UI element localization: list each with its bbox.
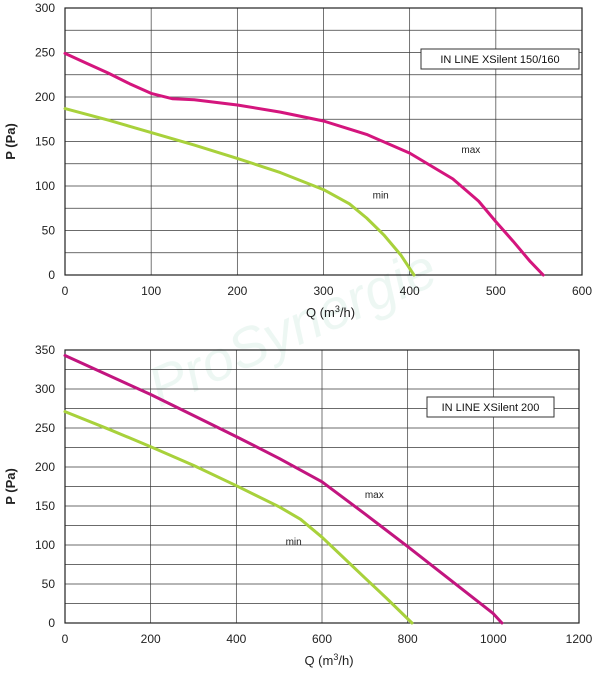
y-tick-label: 50 xyxy=(42,577,56,591)
legend-box xyxy=(426,396,555,418)
x-tick-label: 500 xyxy=(486,284,506,298)
y-tick-label: 250 xyxy=(35,46,55,60)
chart-1: 0 100 200 300 400 500 600 0 50 100 150 200 250 300 Q (… xyxy=(3,1,592,320)
y-axis-label: P (Pa) xyxy=(3,468,18,505)
y-tick-label: 300 xyxy=(35,382,55,396)
x-tick-label: 800 xyxy=(398,632,418,646)
grid xyxy=(64,7,583,276)
y-tick-label: 100 xyxy=(35,179,55,193)
series-line-min xyxy=(63,410,414,625)
x-tick-label: 200 xyxy=(227,284,247,298)
y-tick-label: 150 xyxy=(35,499,55,513)
y-axis-label: P (Pa) xyxy=(3,123,18,160)
series-label-max: max xyxy=(365,490,384,501)
x-tick-label: 200 xyxy=(141,632,161,646)
x-tick-label: 1200 xyxy=(566,632,593,646)
plot-frame xyxy=(64,7,583,276)
x-axis-label: Q (m3/h) xyxy=(306,304,355,320)
series-label-min: min xyxy=(286,537,302,548)
series-label-max: max xyxy=(461,145,480,156)
legend-text: IN LINE XSilent 150/160 xyxy=(440,54,559,66)
y-tick-label: 0 xyxy=(48,268,55,282)
series-line-max xyxy=(63,354,504,625)
y-tick-label: 100 xyxy=(35,538,55,552)
watermark: ProSynergie xyxy=(138,236,445,419)
series-label-min: min xyxy=(373,190,389,201)
x-tick-label: 600 xyxy=(312,632,332,646)
x-tick-label: 0 xyxy=(62,284,69,298)
y-tick-label: 350 xyxy=(35,343,55,357)
x-tick-label: 400 xyxy=(400,284,420,298)
x-tick-label: 400 xyxy=(226,632,246,646)
x-axis-label: Q (m3/h) xyxy=(304,652,353,668)
y-tick-label: 250 xyxy=(35,421,55,435)
series-line-min xyxy=(63,107,416,277)
x-tick-label: 300 xyxy=(313,284,333,298)
y-tick-label: 300 xyxy=(35,1,55,15)
legend-box xyxy=(420,48,580,70)
y-tick-label: 200 xyxy=(35,90,55,104)
legend-text: IN LINE XSilent 200 xyxy=(442,402,540,414)
chart-2: 0 200 400 600 800 1000 1200 0 50 100 150 200 250 300 3… xyxy=(3,343,593,668)
plot-frame xyxy=(64,349,580,624)
x-tick-label: 600 xyxy=(572,284,592,298)
y-tick-label: 50 xyxy=(42,224,56,238)
y-tick-label: 150 xyxy=(35,135,55,149)
y-tick-label: 200 xyxy=(35,460,55,474)
series-line-max xyxy=(63,51,545,277)
y-tick-label: 0 xyxy=(48,616,55,630)
x-tick-label: 0 xyxy=(62,632,69,646)
x-tick-label: 100 xyxy=(141,284,161,298)
x-tick-label: 1000 xyxy=(480,632,507,646)
